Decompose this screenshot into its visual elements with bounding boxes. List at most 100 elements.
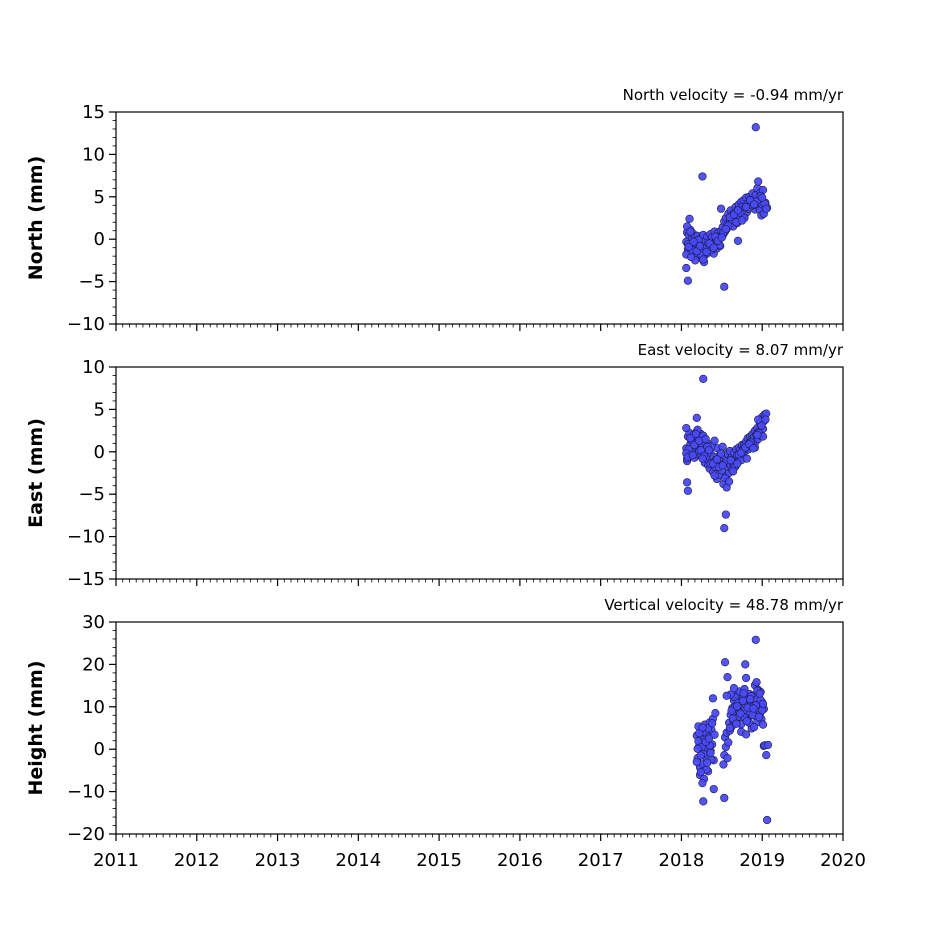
- data-point: [699, 374, 708, 383]
- data-point: [736, 709, 745, 718]
- data-point: [729, 467, 738, 476]
- data-point: [682, 423, 691, 433]
- y-tick-label: 30: [82, 612, 105, 633]
- data-point: [742, 717, 751, 726]
- data-point: [688, 451, 697, 460]
- y-tick-label: 0: [94, 229, 105, 250]
- data-points: [682, 374, 771, 533]
- data-point: [752, 678, 761, 687]
- data-point: [737, 216, 747, 225]
- x-tick-label: 2016: [497, 850, 543, 871]
- data-point: [718, 461, 727, 470]
- y-tick-label: 20: [82, 654, 105, 675]
- data-point: [720, 793, 729, 803]
- data-point: [758, 193, 767, 202]
- data-point: [726, 456, 735, 465]
- data-point: [683, 486, 693, 495]
- data-point: [742, 454, 751, 463]
- data-point: [741, 202, 751, 212]
- data-point: [686, 434, 695, 443]
- x-tick-label: 2013: [255, 850, 301, 871]
- data-point: [746, 695, 755, 704]
- data-point: [761, 415, 770, 424]
- data-point: [708, 719, 717, 728]
- y-tick-label: 5: [94, 187, 105, 208]
- data-point: [704, 734, 714, 743]
- y-tick-label: 10: [82, 697, 105, 718]
- data-point: [684, 242, 693, 251]
- y-tick-label: 0: [94, 739, 105, 760]
- x-tick-label: 2018: [659, 850, 705, 871]
- data-point: [709, 784, 718, 794]
- y-axis-title: North (mm): [25, 156, 47, 281]
- y-axis-title: East (mm): [25, 418, 47, 528]
- data-point: [698, 454, 707, 463]
- data-point: [762, 751, 771, 760]
- data-point: [762, 815, 772, 825]
- y-tick-label: −10: [67, 314, 105, 335]
- data-point: [720, 282, 729, 291]
- data-point: [751, 635, 760, 644]
- data-point: [750, 200, 759, 209]
- x-tick-label: 2011: [93, 850, 139, 871]
- data-point: [741, 673, 751, 683]
- y-tick-label: −5: [78, 272, 105, 293]
- data-point: [696, 767, 705, 777]
- data-point: [724, 738, 733, 747]
- data-point: [695, 241, 705, 251]
- data-point: [687, 252, 696, 262]
- x-tick-label: 2015: [416, 850, 462, 871]
- data-point: [758, 699, 768, 708]
- subplot-3: 2011 2012 2013 2014 2015 2016 2017 2018 2019 2020…: [25, 596, 866, 871]
- data-point: [698, 172, 707, 181]
- data-point: [708, 694, 718, 703]
- data-point: [717, 233, 726, 242]
- y-tick-label: 15: [82, 102, 105, 123]
- data-point: [682, 478, 692, 487]
- data-point: [732, 719, 741, 728]
- data-point: [723, 754, 732, 763]
- data-point: [754, 415, 763, 424]
- data-point: [692, 757, 701, 767]
- data-point: [709, 243, 718, 252]
- y-tick-label: 0: [94, 442, 105, 463]
- data-point: [689, 237, 698, 246]
- velocity-title: Vertical velocity = 48.78 mm/yr: [604, 596, 844, 614]
- data-point: [721, 510, 730, 519]
- data-point: [722, 691, 731, 700]
- data-point: [701, 434, 710, 444]
- data-point: [739, 689, 748, 698]
- data-point: [698, 723, 707, 732]
- data-point: [692, 413, 701, 422]
- data-point: [704, 446, 714, 455]
- data-point: [754, 712, 764, 722]
- data-point: [693, 744, 702, 753]
- data-point: [721, 224, 730, 234]
- y-tick-label: 10: [82, 144, 105, 165]
- data-point: [733, 702, 742, 711]
- data-point: [698, 779, 707, 788]
- data-point: [710, 436, 719, 445]
- data-point: [683, 276, 693, 285]
- y-tick-label: 10: [82, 357, 105, 378]
- y-tick-label: −10: [67, 527, 105, 548]
- x-tick-label: 2012: [174, 850, 220, 871]
- data-point: [719, 760, 728, 769]
- data-point: [696, 751, 705, 760]
- data-points: [692, 635, 772, 825]
- data-point: [738, 696, 747, 705]
- data-point: [729, 684, 739, 693]
- data-point: [733, 459, 742, 468]
- data-point: [733, 206, 743, 215]
- x-tick-label: 2019: [739, 850, 785, 871]
- x-tick-label: 2020: [820, 850, 866, 871]
- y-tick-label: −20: [67, 824, 105, 845]
- data-point: [741, 660, 750, 669]
- data-point: [720, 658, 730, 667]
- x-tick-label: 2014: [335, 850, 381, 871]
- y-tick-label: −15: [67, 569, 105, 590]
- data-point: [706, 748, 715, 758]
- data-point: [699, 797, 708, 806]
- data-point: [682, 263, 691, 273]
